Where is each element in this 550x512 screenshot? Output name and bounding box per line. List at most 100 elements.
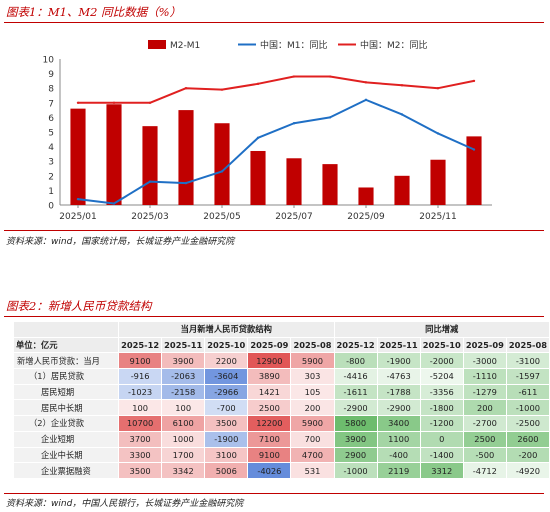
y-tick-label: 5 [48, 129, 54, 139]
table-row: 企业中长期 3300 1700 3100 9100 4700 2900 -400 -1400 -5… [14, 447, 550, 464]
table-cell: -3000 [463, 352, 507, 370]
table-cell: 2600 [506, 431, 550, 448]
table-cell: 2119 [377, 462, 421, 479]
table-row: （2）企业贷款 10700 6100 3500 12200 5900 5800 3400 -12… [14, 415, 550, 432]
table-cell: -916 [118, 368, 163, 385]
table-cell: 100 [161, 399, 206, 417]
point-m2-yoy [436, 87, 440, 90]
line-m1-yoy [77, 98, 475, 205]
figure2-bottom-rule [4, 493, 544, 494]
table-cell: -2900 [334, 399, 378, 417]
y-tick-label: 10 [43, 56, 55, 66]
table-row: 居民短期 -1023 -2158 -2966 1421 105 -1611 -1788 -335… [14, 384, 550, 401]
point-m2-yoy [472, 79, 476, 83]
row-label: 企业中长期 [14, 447, 120, 464]
bar-m2-m1 [466, 136, 482, 205]
legend-label: M2-M1 [170, 41, 200, 51]
table-cell: -1788 [377, 384, 421, 401]
table-cell: 1700 [161, 447, 206, 464]
table-cell: 1421 [247, 384, 292, 401]
table-cell: 5006 [204, 462, 249, 479]
table-cell: 200 [463, 399, 507, 417]
table-cell: 3890 [247, 368, 292, 385]
table-cell: 2500 [463, 431, 507, 448]
y-tick-label: 8 [48, 85, 54, 95]
table-cell: -4763 [377, 368, 421, 385]
table-cell: -1611 [334, 384, 378, 401]
table-cell: 6100 [161, 415, 206, 432]
table-cell: -1279 [463, 384, 507, 401]
x-tick-label: 2025/01 [59, 212, 96, 222]
x-tick-label: 2025/03 [131, 212, 168, 222]
point-m2-yoy [256, 82, 260, 86]
point-m2-yoy [400, 84, 404, 87]
table-cell: 1000 [161, 431, 206, 448]
table-cell: -2500 [506, 415, 550, 432]
y-tick-label: 3 [48, 158, 54, 168]
table-cell: 2200 [204, 352, 249, 370]
table-cell: 3300 [118, 447, 163, 464]
column-header-date: 2025-11 [377, 337, 421, 354]
column-header-date: 2025-12 [118, 337, 163, 354]
point-m1-yoy [292, 122, 296, 125]
y-tick-label: 7 [48, 99, 54, 109]
line-m2-yoy [78, 75, 475, 104]
table-cell: 7100 [247, 431, 292, 448]
point-m2-yoy [112, 101, 116, 105]
point-m1-yoy [472, 148, 476, 151]
table-row: 企业短期 3700 1000 -1900 7100 700 3900 1100 0 2500 260… [14, 431, 550, 448]
table-cell: -4712 [463, 462, 507, 479]
m1-m2-chart: 0 1 2 3 4 5 6 7 8 9 10 2025/01 2025/03 2025/05 2025/07… [43, 39, 492, 222]
table-cell: -1900 [377, 352, 421, 370]
table-cell: -2000 [420, 352, 464, 370]
table-cell: -1023 [118, 384, 163, 401]
bar-m2-m1 [178, 110, 194, 205]
table-group-header: 当月新增人民币贷款结构 同比增减 [14, 322, 550, 338]
x-tick-label: 2025/05 [203, 212, 240, 222]
table-cell: -800 [334, 352, 378, 370]
bar-m2-m1 [106, 104, 122, 205]
table-cell: -1000 [506, 399, 550, 417]
row-label: 新增人民币贷款：当月 [14, 352, 120, 370]
y-tick-label: 9 [48, 70, 54, 80]
table-cell: -400 [377, 447, 421, 464]
row-label: 居民中长期 [14, 399, 120, 417]
table-cell: 4700 [290, 447, 335, 464]
figure1-title: 图表1：M1、M2 同比数据（%） [6, 5, 182, 19]
bar-m2-m1 [322, 164, 338, 205]
unit-label: 单位：亿元 [14, 337, 120, 354]
column-header-date: 2025-09 [463, 337, 507, 354]
column-header-date: 2025-12 [334, 337, 378, 354]
figure2-title-rule [4, 316, 544, 317]
column-header-date: 2025-11 [161, 337, 206, 354]
table-cell: -1000 [334, 462, 378, 479]
point-m2-yoy [76, 101, 80, 105]
table-cell: -1800 [420, 399, 464, 417]
bar-m2-m1 [214, 123, 230, 205]
table-cell: 9100 [247, 447, 292, 464]
table-cell: 3400 [377, 415, 421, 432]
table-cell: -2900 [377, 399, 421, 417]
point-m2-yoy [184, 87, 188, 90]
table-cell: -611 [506, 384, 550, 401]
point-m1-yoy [436, 132, 440, 135]
table-cell: -2700 [463, 415, 507, 432]
table-cell: 5800 [334, 415, 378, 432]
point-m2-yoy [292, 75, 296, 78]
table-cell: 3500 [118, 462, 163, 479]
table-row: 企业票据融资 3500 3342 5006 -4026 531 -1000 2119 3312-… [14, 462, 550, 479]
bar-m2-m1 [70, 108, 86, 205]
table-cell: 200 [290, 399, 335, 417]
table-cell: 10700 [118, 415, 163, 432]
column-header-date: 2025-08 [506, 337, 550, 354]
table-column-header: 单位：亿元 2025-12 2025-11 2025-10 2025-09 2025-0… [14, 337, 550, 354]
row-label: 居民短期 [14, 384, 120, 401]
table-cell: 100 [118, 399, 163, 417]
x-tick-label: 2025/07 [275, 212, 312, 222]
table-cell: 5900 [290, 415, 335, 432]
row-label: （1）居民贷款 [14, 368, 120, 385]
row-label: （2）企业贷款 [14, 415, 120, 432]
table-cell: -4416 [334, 368, 378, 385]
table-cell: 531 [290, 462, 335, 479]
point-m2-yoy [364, 81, 368, 84]
